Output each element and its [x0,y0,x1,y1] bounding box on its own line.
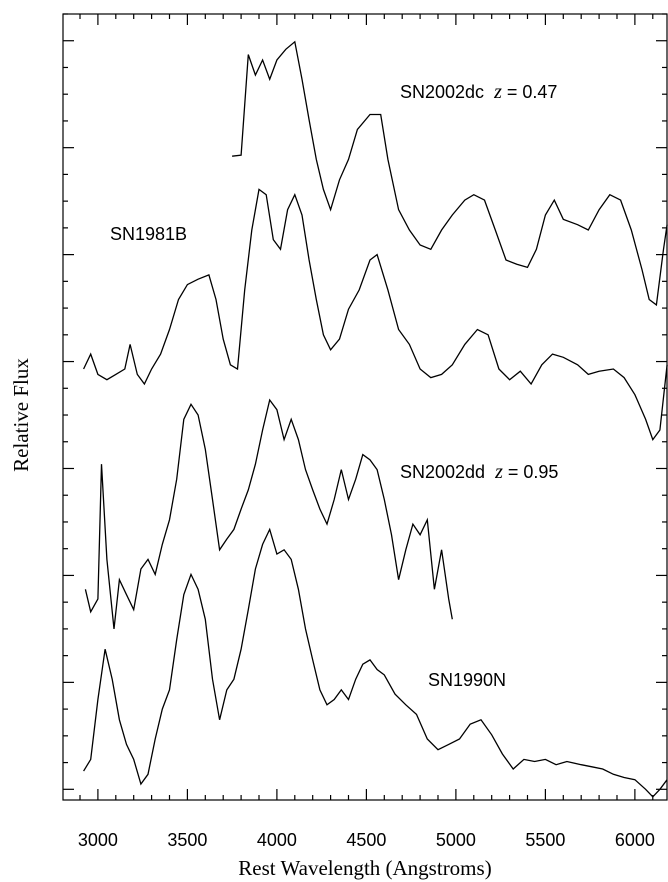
spectrum-line [84,398,453,629]
spectrum-label: SN2002dd z = 0.95 [400,461,558,483]
spectrum-line [83,188,668,441]
spectrum-label: SN1981B [110,224,187,244]
series-name: SN1981B [110,224,187,244]
spectrum-label: SN1990N [428,670,506,690]
x-axis-label: Rest Wavelength (Angstroms) [238,856,491,880]
series-name: SN2002dc [400,82,484,102]
x-tick-label: 4000 [257,830,297,850]
spectrum-line [232,40,668,307]
redshift-value: = 0.95 [508,462,559,482]
series-name: SN1990N [428,670,506,690]
x-tick-label: 3500 [167,830,207,850]
x-tick-label: 6000 [615,830,655,850]
x-tick-label: 5500 [525,830,565,850]
redshift-symbol: z [493,81,502,103]
spectrum-line [83,527,668,798]
x-tick-label: 3000 [78,830,118,850]
spectrum-label: SN2002dc z = 0.47 [400,81,557,103]
x-tick-label: 4500 [346,830,386,850]
x-tick-label: 5000 [436,830,476,850]
redshift-value: = 0.47 [507,82,558,102]
plot-frame [62,13,668,801]
y-axis-label: Relative Flux [9,358,33,472]
redshift-symbol: z [494,461,503,483]
series-name: SN2002dd [400,462,485,482]
